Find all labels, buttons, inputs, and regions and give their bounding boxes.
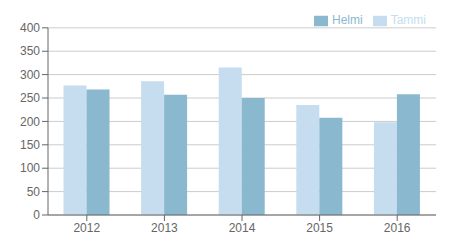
svg-text:250: 250 bbox=[20, 91, 40, 105]
svg-text:200: 200 bbox=[20, 115, 40, 129]
svg-text:400: 400 bbox=[20, 21, 40, 35]
svg-text:2015: 2015 bbox=[306, 221, 333, 235]
svg-text:300: 300 bbox=[20, 68, 40, 82]
svg-text:100: 100 bbox=[20, 161, 40, 175]
svg-text:350: 350 bbox=[20, 44, 40, 58]
svg-text:150: 150 bbox=[20, 138, 40, 152]
html-text:Tammi: Tammi bbox=[390, 13, 426, 27]
svg-text:50: 50 bbox=[27, 185, 41, 199]
svg-text:2013: 2013 bbox=[151, 221, 178, 235]
html-text:Helmi: Helmi bbox=[332, 13, 363, 27]
svg-text:2014: 2014 bbox=[229, 221, 256, 235]
svg-text:2016: 2016 bbox=[384, 221, 411, 235]
svg-text:2012: 2012 bbox=[73, 221, 100, 235]
svg-text:0: 0 bbox=[33, 208, 40, 222]
